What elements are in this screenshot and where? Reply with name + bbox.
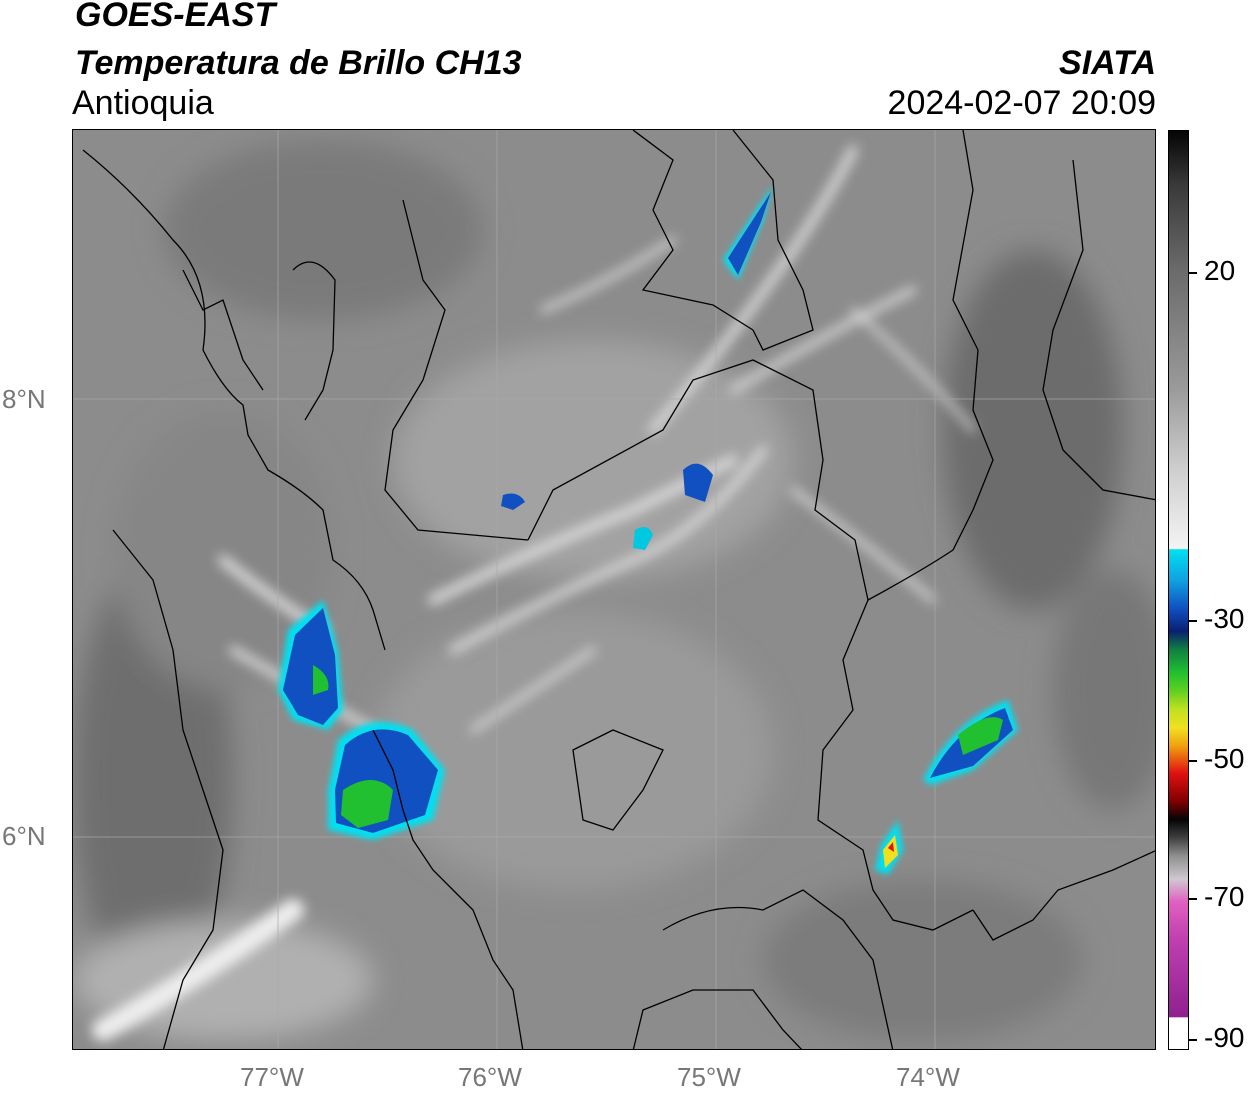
timestamp-label: 2024-02-07 20:09	[887, 84, 1156, 122]
lon-label-77W: 77°W	[240, 1062, 304, 1092]
convective-cells	[278, 185, 1018, 875]
lon-label-74W: 74°W	[896, 1062, 960, 1092]
lat-label-8N: 8°N	[2, 384, 46, 414]
cbar-tick-neg50	[1189, 760, 1197, 762]
cbar-label-neg70: -70	[1204, 881, 1245, 912]
map-canvas	[73, 130, 1155, 1049]
graticule	[73, 130, 1155, 1049]
product-title: Temperatura de Brillo CH13	[75, 44, 522, 82]
colorbar	[1168, 130, 1189, 1050]
cbar-label-neg50: -50	[1204, 743, 1245, 774]
cbar-tick-neg30	[1189, 620, 1197, 622]
cbar-tick-20	[1189, 272, 1197, 274]
region-subtitle: Antioquia	[72, 84, 214, 122]
boundaries	[82, 130, 1155, 1049]
cbar-label-neg90: -90	[1204, 1022, 1245, 1053]
satellite-title: GOES-EAST	[75, 0, 276, 34]
cbar-label-neg30: -30	[1204, 603, 1245, 634]
cbar-tick-neg90	[1189, 1039, 1197, 1041]
lon-label-76W: 76°W	[458, 1062, 522, 1092]
satellite-map[interactable]	[72, 129, 1156, 1050]
cbar-label-20: 20	[1204, 255, 1236, 286]
terrain-shading	[73, 140, 1155, 1040]
lat-label-6N: 6°N	[2, 821, 46, 851]
lon-label-75W: 75°W	[677, 1062, 741, 1092]
organization-label: SIATA	[1059, 44, 1156, 82]
cbar-tick-neg70	[1189, 898, 1197, 900]
